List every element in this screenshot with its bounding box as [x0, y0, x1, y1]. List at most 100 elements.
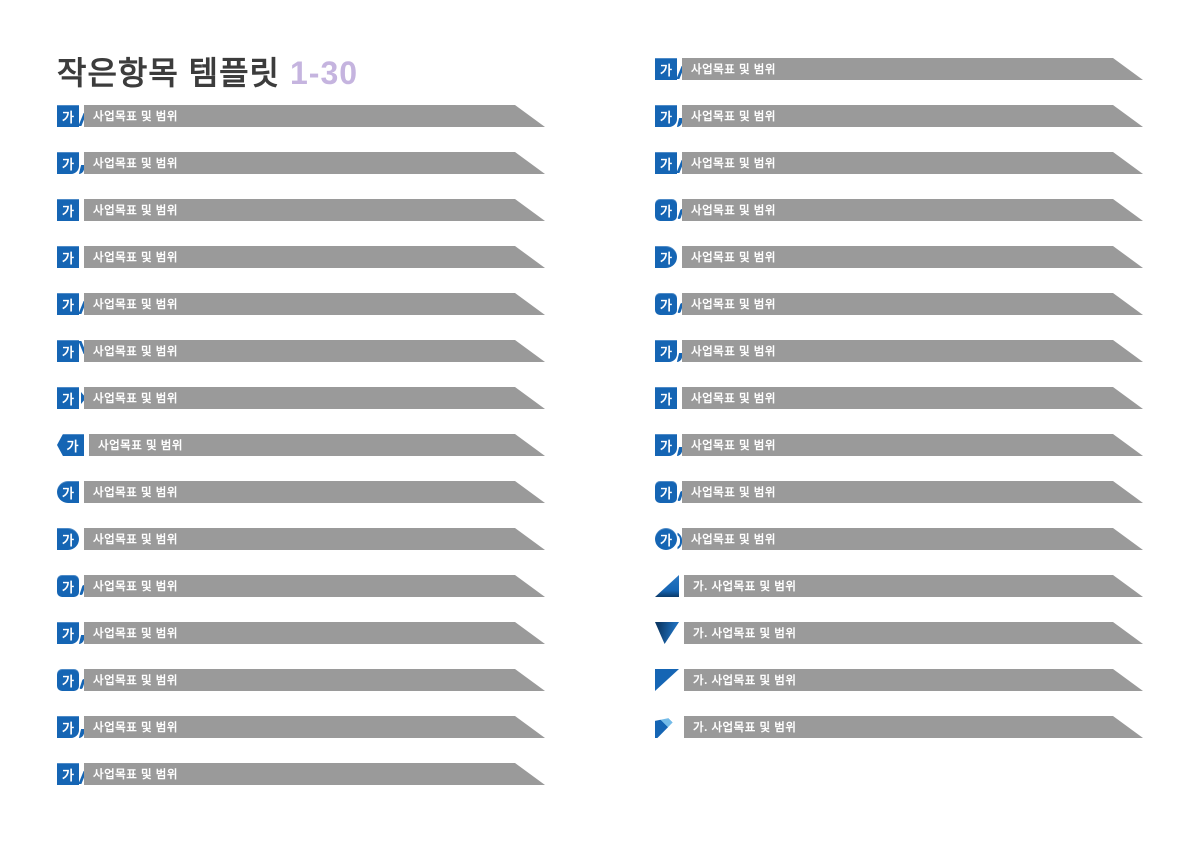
item-bar: 사업목표 및 범위	[84, 105, 545, 127]
item-bar: 사업목표 및 범위	[682, 481, 1143, 503]
item-label: 사업목표 및 범위	[93, 534, 178, 546]
item-badge: 가	[655, 434, 677, 456]
template-item: 가. 사업목표 및 범위	[655, 716, 1143, 738]
template-item: 가 사업목표 및 범위	[57, 575, 545, 597]
triangle-marker-icon	[655, 716, 679, 738]
item-bar: 가. 사업목표 및 범위	[684, 622, 1143, 644]
item-badge: 가	[57, 340, 79, 362]
item-label: 사업목표 및 범위	[93, 393, 178, 405]
template-item: 가 사업목표 및 범위	[57, 246, 545, 268]
item-label: 사업목표 및 범위	[691, 252, 776, 264]
item-label: 사업목표 및 범위	[93, 628, 178, 640]
triangle-marker-icon	[655, 622, 679, 644]
template-item: 가. 사업목표 및 범위	[655, 575, 1143, 597]
item-label: 가. 사업목표 및 범위	[693, 722, 797, 734]
template-item: 가 사업목표 및 범위	[655, 293, 1143, 315]
item-label: 사업목표 및 범위	[93, 722, 178, 734]
item-label: 사업목표 및 범위	[98, 440, 183, 452]
item-bar: 사업목표 및 범위	[84, 199, 545, 221]
item-bar: 사업목표 및 범위	[682, 528, 1143, 550]
item-bar: 사업목표 및 범위	[84, 669, 545, 691]
template-item: 가 사업목표 및 범위	[655, 434, 1143, 456]
template-item: 가 사업목표 및 범위	[57, 481, 545, 503]
left-column: 가 사업목표 및 범위 가 사업목표 및 범위 가 사업목표 및 범위 가 사업…	[57, 105, 545, 810]
template-item: 가 사업목표 및 범위	[655, 199, 1143, 221]
triangle-marker-icon	[655, 669, 679, 691]
item-badge: 가	[57, 528, 79, 550]
item-label: 사업목표 및 범위	[93, 769, 178, 781]
item-label: 사업목표 및 범위	[93, 581, 178, 593]
template-item: 가 사업목표 및 범위	[57, 716, 545, 738]
item-bar: 사업목표 및 범위	[682, 246, 1143, 268]
item-bar: 사업목표 및 범위	[84, 340, 545, 362]
item-label: 사업목표 및 범위	[691, 299, 776, 311]
item-bar: 사업목표 및 범위	[682, 434, 1143, 456]
item-bar: 가. 사업목표 및 범위	[684, 575, 1143, 597]
item-label: 사업목표 및 범위	[691, 393, 776, 405]
item-badge: 가	[655, 246, 677, 268]
page-title: 작은항목 템플릿 1-30	[57, 48, 358, 94]
item-badge: 가	[57, 622, 79, 644]
item-badge: 가	[57, 105, 79, 127]
item-bar: 사업목표 및 범위	[84, 575, 545, 597]
item-badge: 가	[655, 199, 677, 221]
item-label: 사업목표 및 범위	[691, 346, 776, 358]
template-item: 가. 사업목표 및 범위	[655, 622, 1143, 644]
template-item: 가 사업목표 및 범위	[655, 481, 1143, 503]
item-badge: 가	[57, 716, 79, 738]
template-item: 가 사업목표 및 범위	[655, 246, 1143, 268]
item-label: 사업목표 및 범위	[93, 252, 178, 264]
item-label: 사업목표 및 범위	[93, 299, 178, 311]
item-badge: 가	[655, 152, 677, 174]
item-label: 가. 사업목표 및 범위	[693, 675, 797, 687]
item-bar: 사업목표 및 범위	[84, 481, 545, 503]
item-label: 사업목표 및 범위	[691, 487, 776, 499]
item-label: 사업목표 및 범위	[93, 487, 178, 499]
item-badge: 가	[655, 481, 677, 503]
item-bar: 사업목표 및 범위	[682, 58, 1143, 80]
template-item: 가 사업목표 및 범위	[57, 669, 545, 691]
item-badge: 가	[57, 246, 79, 268]
item-badge: 가	[655, 58, 677, 80]
item-bar: 사업목표 및 범위	[84, 716, 545, 738]
template-item: 가 사업목표 및 범위	[57, 622, 545, 644]
item-label: 사업목표 및 범위	[93, 346, 178, 358]
template-item: 가 사업목표 및 범위	[57, 387, 545, 409]
item-bar: 사업목표 및 범위	[84, 152, 545, 174]
item-label: 사업목표 및 범위	[691, 64, 776, 76]
item-label: 사업목표 및 범위	[93, 675, 178, 687]
item-bar: 사업목표 및 범위	[84, 246, 545, 268]
item-bar: 사업목표 및 범위	[84, 293, 545, 315]
page-title-text: 작은항목 템플릿	[57, 55, 280, 91]
item-badge: 가	[57, 387, 79, 409]
template-item: 가 사업목표 및 범위	[655, 387, 1143, 409]
item-badge: 가	[655, 293, 677, 315]
item-label: 사업목표 및 범위	[93, 205, 178, 217]
template-item: 가 사업목표 및 범위	[57, 105, 545, 127]
template-item: 가 사업목표 및 범위	[655, 58, 1143, 80]
item-bar: 사업목표 및 범위	[84, 387, 545, 409]
item-badge: 가	[57, 763, 79, 785]
item-badge: 가	[57, 293, 79, 315]
item-label: 사업목표 및 범위	[93, 111, 178, 123]
item-badge: 가	[57, 575, 79, 597]
item-bar: 사업목표 및 범위	[682, 105, 1143, 127]
item-badge: 가	[655, 528, 677, 550]
item-bar: 사업목표 및 범위	[682, 293, 1143, 315]
item-bar: 사업목표 및 범위	[682, 199, 1143, 221]
item-label: 사업목표 및 범위	[691, 158, 776, 170]
template-item: 가 사업목표 및 범위	[57, 152, 545, 174]
item-bar: 가. 사업목표 및 범위	[684, 716, 1143, 738]
item-badge: 가	[57, 434, 84, 456]
item-bar: 사업목표 및 범위	[682, 340, 1143, 362]
item-bar: 사업목표 및 범위	[682, 387, 1143, 409]
item-badge: 가	[655, 387, 677, 409]
item-label: 가. 사업목표 및 범위	[693, 581, 797, 593]
template-item: 가 사업목표 및 범위	[57, 340, 545, 362]
item-badge: 가	[57, 152, 79, 174]
item-label: 사업목표 및 범위	[691, 111, 776, 123]
item-bar: 사업목표 및 범위	[682, 152, 1143, 174]
item-bar: 사업목표 및 범위	[84, 622, 545, 644]
item-label: 가. 사업목표 및 범위	[693, 628, 797, 640]
template-item: 가. 사업목표 및 범위	[655, 669, 1143, 691]
